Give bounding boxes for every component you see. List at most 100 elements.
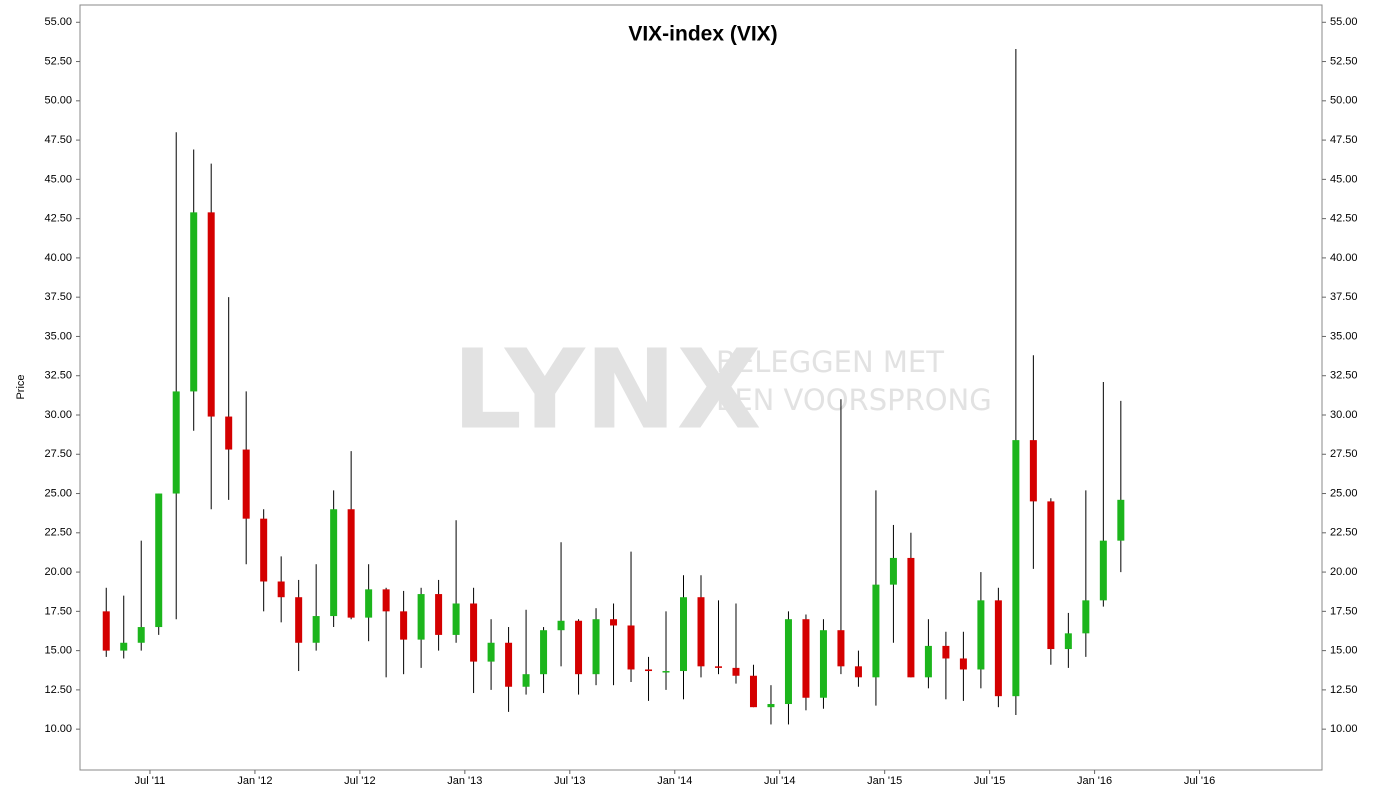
x-tick-label: Jul '12 xyxy=(344,775,375,787)
y-tick-label: 47.50 xyxy=(44,134,72,146)
y2-tick-label: 12.50 xyxy=(1330,684,1358,696)
candle-body xyxy=(994,600,1002,697)
candle-body xyxy=(242,449,250,519)
candle-body xyxy=(907,557,915,678)
y-tick-label: 22.50 xyxy=(44,527,72,539)
candle-body xyxy=(1047,501,1055,650)
candle-body xyxy=(102,611,110,651)
candle-body xyxy=(470,603,478,662)
y-tick-label: 52.50 xyxy=(44,55,72,67)
candle-body xyxy=(819,630,827,698)
candle-body xyxy=(260,518,268,582)
candle-body xyxy=(627,625,635,670)
x-tick-label: Jul '14 xyxy=(764,775,795,787)
candle-body xyxy=(977,600,985,670)
candle-body xyxy=(190,212,198,392)
y2-tick-label: 40.00 xyxy=(1330,252,1358,264)
candle-body xyxy=(312,616,320,643)
x-tick-label: Jul '11 xyxy=(135,775,166,787)
candle-body xyxy=(330,509,338,617)
y2-tick-label: 47.50 xyxy=(1330,134,1358,146)
y-tick-label: 25.00 xyxy=(44,487,72,499)
candle-body xyxy=(557,620,565,631)
x-tick-label: Jan '13 xyxy=(447,775,482,787)
y-tick-label: 12.50 xyxy=(44,684,72,696)
candle-body xyxy=(435,594,443,635)
y-axis-label: Price xyxy=(15,374,27,399)
x-tick-label: Jul '13 xyxy=(554,775,585,787)
candle-body xyxy=(749,675,757,708)
candle-body xyxy=(207,212,215,417)
candle-body xyxy=(1099,540,1107,601)
y2-tick-label: 20.00 xyxy=(1330,566,1358,578)
candle-body xyxy=(505,642,513,687)
y2-tick-label: 15.00 xyxy=(1330,645,1358,657)
candle-body xyxy=(382,589,390,612)
candle-body xyxy=(680,597,688,672)
y2-tick-label: 22.50 xyxy=(1330,527,1358,539)
y-tick-label: 27.50 xyxy=(44,448,72,460)
candle-body xyxy=(295,597,303,643)
watermark-logo: LYNX xyxy=(452,325,761,453)
candle-body xyxy=(1082,600,1090,634)
watermark-text: BELEGGEN MET xyxy=(716,345,944,379)
candle-body xyxy=(592,619,600,675)
y-tick-label: 32.50 xyxy=(44,370,72,382)
y-tick-label: 55.00 xyxy=(44,16,72,28)
candle-body xyxy=(889,557,897,585)
y-tick-label: 40.00 xyxy=(44,252,72,264)
candle-body xyxy=(732,667,740,676)
candle-body xyxy=(1012,440,1020,697)
y-tick-label: 42.50 xyxy=(44,213,72,225)
x-tick-label: Jan '12 xyxy=(237,775,272,787)
candle-body xyxy=(155,493,163,628)
y2-tick-label: 50.00 xyxy=(1330,95,1358,107)
y2-tick-label: 42.50 xyxy=(1330,213,1358,225)
candle-body xyxy=(1064,633,1072,650)
candle-body xyxy=(575,620,583,675)
candle-body xyxy=(942,645,950,659)
candle-body xyxy=(540,630,548,675)
y-tick-label: 37.50 xyxy=(44,291,72,303)
candle-body xyxy=(452,603,460,635)
candle-body xyxy=(854,666,862,678)
candle-body xyxy=(365,589,373,618)
candle-body xyxy=(924,645,932,678)
y-tick-label: 17.50 xyxy=(44,605,72,617)
candle-body xyxy=(417,594,425,640)
candle-body xyxy=(1029,440,1037,502)
y2-tick-label: 27.50 xyxy=(1330,448,1358,460)
watermark-text: EEN VOORSPRONG xyxy=(716,383,992,417)
x-tick-label: Jul '16 xyxy=(1184,775,1215,787)
y-tick-label: 30.00 xyxy=(44,409,72,421)
y-tick-label: 50.00 xyxy=(44,95,72,107)
candle-body xyxy=(225,416,233,450)
candle-body xyxy=(1117,499,1125,541)
candle-body xyxy=(872,584,880,678)
y2-tick-label: 30.00 xyxy=(1330,409,1358,421)
y2-tick-label: 37.50 xyxy=(1330,291,1358,303)
x-tick-label: Jul '15 xyxy=(974,775,1005,787)
y-tick-label: 20.00 xyxy=(44,566,72,578)
candle-body xyxy=(347,509,355,618)
x-tick-label: Jan '14 xyxy=(657,775,692,787)
candle-body xyxy=(172,391,180,494)
y2-tick-label: 35.00 xyxy=(1330,330,1358,342)
candle-body xyxy=(959,658,967,670)
candle-body xyxy=(784,619,792,705)
candle-body xyxy=(802,619,810,698)
candle-body xyxy=(487,642,495,662)
y2-tick-label: 25.00 xyxy=(1330,487,1358,499)
candle-body xyxy=(697,597,705,667)
y2-tick-label: 55.00 xyxy=(1330,16,1358,28)
y-tick-label: 15.00 xyxy=(44,645,72,657)
y2-tick-label: 32.50 xyxy=(1330,370,1358,382)
y-tick-label: 45.00 xyxy=(44,173,72,185)
candle-body xyxy=(277,581,285,598)
candle-body xyxy=(645,669,653,672)
candle-body xyxy=(400,611,408,640)
y2-tick-label: 17.50 xyxy=(1330,605,1358,617)
x-tick-label: Jan '16 xyxy=(1077,775,1112,787)
y-tick-label: 10.00 xyxy=(44,723,72,735)
